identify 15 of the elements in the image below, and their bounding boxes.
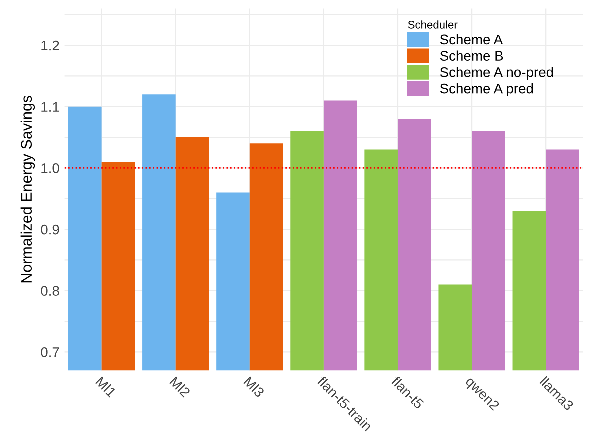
legend-label: Scheme A [440,34,504,45]
y-axis-title: Normalized Energy Savings [20,96,36,283]
legend-title: Scheduler [408,20,458,29]
x-tick-label: Ml2 [170,376,192,398]
legend-label: Scheme A no-pred [440,67,554,80]
y-tick-label: 1.2 [42,40,60,51]
x-tick-label: Ml3 [243,376,266,398]
legend-label: Scheme A pred [440,84,534,96]
y-tick-label: 0.7 [41,348,60,358]
legend-label: Scheme B [440,50,504,61]
y-tick-label: 1.0 [42,164,60,174]
x-tick-label: Ml1 [96,376,118,398]
y-tick-label: 0.9 [41,224,60,235]
y-tick-label: 1.1 [42,102,60,112]
y-tick-label: 0.8 [41,286,60,296]
